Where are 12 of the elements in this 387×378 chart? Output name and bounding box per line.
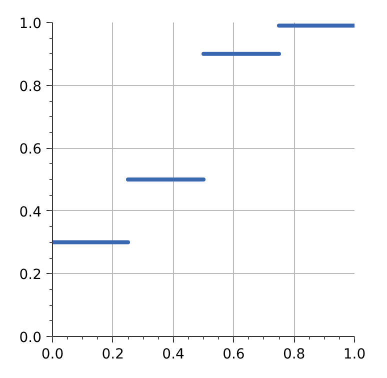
x-tick-label: 0.0	[41, 346, 64, 362]
y-tick-label: 0.4	[19, 204, 42, 220]
x-tick-label: 0.2	[102, 346, 124, 362]
x-tick-label: 0.4	[162, 346, 185, 362]
x-tick-label: 1.0	[343, 346, 366, 362]
y-tick-label: 0.0	[19, 330, 42, 346]
y-tick-label: 0.6	[19, 142, 42, 158]
x-tick-label: 0.6	[222, 346, 245, 362]
y-tick-label: 0.8	[19, 78, 42, 95]
y-tick-label: 0.2	[19, 267, 42, 284]
x-tick-label: 0.8	[282, 346, 306, 362]
y-tick-label: 1.0	[19, 16, 42, 32]
